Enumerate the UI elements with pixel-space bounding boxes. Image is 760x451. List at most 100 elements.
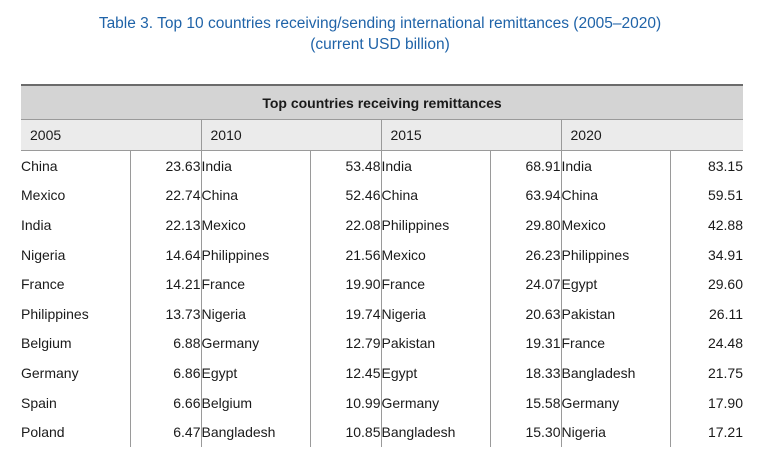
table-body: China 23.63 India 53.48 India 68.91 India 83.15…: [21, 150, 743, 447]
amount-cell: 6.88: [129, 328, 201, 359]
country-cell: Germany: [560, 387, 670, 418]
country-cell: India: [200, 150, 310, 181]
table-row: China 23.63 India 53.48 India 68.91 India 83.15: [21, 150, 743, 181]
country-cell: France: [21, 276, 65, 293]
year-header-row: 2005 2010 2015 2020: [21, 119, 743, 151]
country-cell: Germany: [380, 387, 490, 418]
amount-cell: 18.33: [489, 358, 561, 388]
country-cell: Egypt: [380, 358, 490, 388]
country-cell: France: [560, 328, 670, 359]
amount-cell: 21.56: [309, 239, 381, 270]
country-cell: China: [200, 180, 310, 211]
amount-cell: 21.75: [669, 358, 743, 388]
amount-cell: 22.08: [309, 210, 381, 240]
country-cell: Spain: [21, 394, 57, 411]
amount-cell: 14.64: [129, 239, 201, 270]
amount-cell: 22.74: [129, 180, 201, 211]
country-cell: Germany: [200, 328, 310, 359]
amount-cell: 26.23: [489, 239, 561, 270]
country-cell: Nigeria: [560, 417, 670, 447]
country-cell: Mexico: [560, 210, 670, 240]
country-cell: Mexico: [200, 210, 310, 240]
country-cell: Egypt: [560, 269, 670, 299]
country-cell: Philippines: [21, 305, 89, 322]
country-cell: Mexico: [21, 187, 66, 204]
table-row: Germany 6.86 Egypt 12.45 Egypt 18.33 Banglades…: [21, 358, 743, 388]
amount-cell: 19.74: [309, 298, 381, 329]
amount-cell: 24.07: [489, 269, 561, 299]
amount-cell: 24.48: [669, 328, 743, 359]
country-cell: Mexico: [380, 239, 490, 270]
year-header: 2020: [560, 119, 743, 151]
year-header: 2010: [200, 119, 381, 151]
amount-cell: 15.30: [489, 417, 561, 447]
amount-cell: 52.46: [309, 180, 381, 211]
table-row: Spain 6.66 Belgium 10.99 Germany 15.58 Germany…: [21, 387, 743, 418]
country-cell: France: [200, 269, 310, 299]
amount-cell: 6.66: [129, 387, 201, 418]
country-cell: Nigeria: [200, 298, 310, 329]
country-cell: Belgium: [21, 335, 72, 352]
amount-cell: 63.94: [489, 180, 561, 211]
table-row: France 14.21 France 19.90 France 24.07 Egypt 29…: [21, 269, 743, 299]
country-cell: Bangladesh: [560, 358, 670, 388]
country-cell: Egypt: [200, 358, 310, 388]
table-row: India 22.13 Mexico 22.08 Philippines 29.80 Mex…: [21, 210, 743, 240]
country-cell: Nigeria: [380, 298, 490, 329]
amount-cell: 22.13: [129, 210, 201, 240]
amount-cell: 26.11: [669, 298, 743, 329]
country-cell: Pakistan: [380, 328, 490, 359]
amount-cell: 10.85: [309, 417, 381, 447]
country-cell: India: [380, 150, 490, 181]
amount-cell: 68.91: [489, 150, 561, 181]
amount-cell: 12.45: [309, 358, 381, 388]
country-cell: Pakistan: [560, 298, 670, 329]
country-cell: China: [380, 180, 490, 211]
amount-cell: 17.90: [669, 387, 743, 418]
year-header: 2015: [380, 119, 561, 151]
amount-cell: 13.73: [129, 298, 201, 329]
table-row: Philippines 13.73 Nigeria 19.74 Nigeria 20.63…: [21, 298, 743, 329]
table-row: Mexico 22.74 China 52.46 China 63.94 China 59.5…: [21, 180, 743, 211]
amount-cell: 6.86: [129, 358, 201, 388]
country-cell: Bangladesh: [200, 417, 310, 447]
amount-cell: 19.90: [309, 269, 381, 299]
amount-cell: 29.80: [489, 210, 561, 240]
country-cell: China: [21, 157, 58, 174]
country-cell: Nigeria: [21, 246, 66, 263]
country-cell: China: [560, 180, 670, 211]
amount-cell: 29.60: [669, 269, 743, 299]
amount-cell: 83.15: [669, 150, 743, 181]
country-cell: Poland: [21, 424, 65, 441]
table-title: Top countries receiving remittances: [21, 84, 743, 120]
amount-cell: 19.31: [489, 328, 561, 359]
amount-cell: 23.63: [129, 150, 201, 181]
amount-cell: 15.58: [489, 387, 561, 418]
amount-cell: 6.47: [129, 417, 201, 447]
country-cell: Belgium: [200, 387, 310, 418]
table-row: Belgium 6.88 Germany 12.79 Pakistan 19.31 Fran…: [21, 328, 743, 359]
amount-cell: 17.21: [669, 417, 743, 447]
country-cell: Germany: [21, 364, 79, 381]
amount-cell: 53.48: [309, 150, 381, 181]
amount-cell: 10.99: [309, 387, 381, 418]
amount-cell: 14.21: [129, 269, 201, 299]
amount-cell: 20.63: [489, 298, 561, 329]
country-cell: Philippines: [560, 239, 670, 270]
country-cell: France: [380, 269, 490, 299]
table-caption: Table 3. Top 10 countries receiving/send…: [0, 13, 760, 55]
country-cell: India: [21, 216, 52, 233]
amount-cell: 59.51: [669, 180, 743, 211]
amount-cell: 42.88: [669, 210, 743, 240]
remittances-table: Top countries receiving remittances 2005…: [21, 84, 743, 447]
caption-unit: (current USD billion): [310, 36, 450, 53]
country-cell: Philippines: [380, 210, 490, 240]
table-row: Poland 6.47 Bangladesh 10.85 Bangladesh 15.30…: [21, 417, 743, 447]
year-header: 2005: [21, 119, 201, 151]
country-cell: Bangladesh: [380, 417, 490, 447]
caption-title: Table 3. Top 10 countries receiving/send…: [98, 15, 662, 32]
country-cell: India: [560, 150, 670, 181]
amount-cell: 34.91: [669, 239, 743, 270]
country-cell: Philippines: [200, 239, 310, 270]
amount-cell: 12.79: [309, 328, 381, 359]
